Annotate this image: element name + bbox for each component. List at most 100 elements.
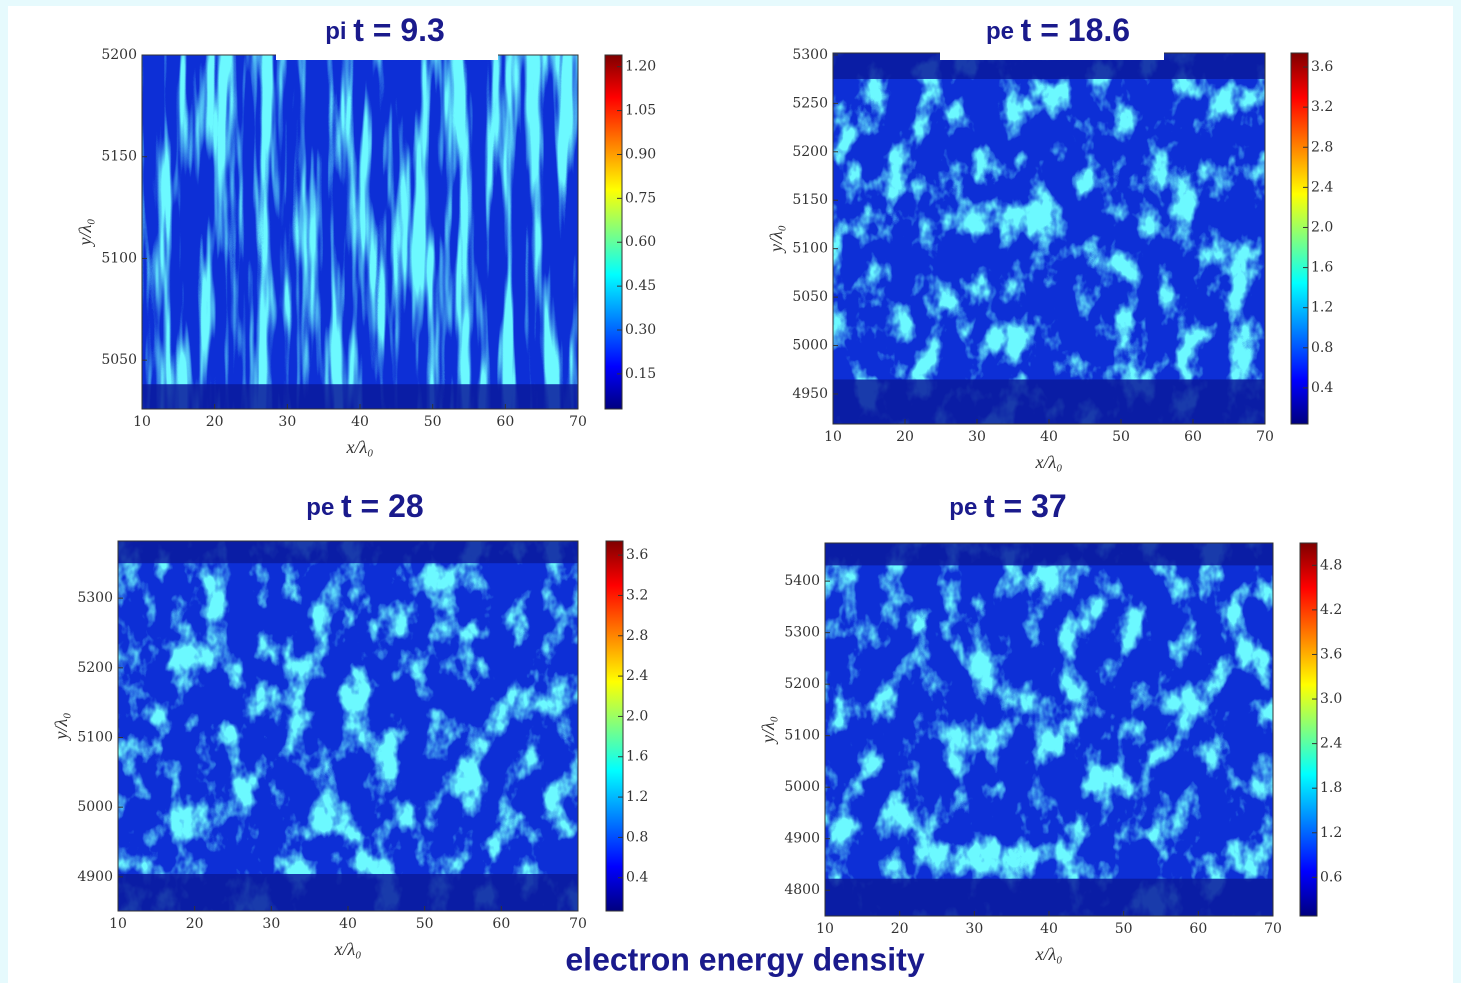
field-band bbox=[118, 541, 578, 564]
y-tick-label: 5100 bbox=[792, 241, 828, 257]
colorbar-tick-label: 0.4 bbox=[1311, 380, 1333, 396]
colorbar-tick-label: 0.4 bbox=[626, 870, 648, 886]
x-tick-label: 60 bbox=[492, 916, 510, 932]
colorbar-tick-label: 0.45 bbox=[625, 278, 656, 294]
colorbar-tick-label: 0.8 bbox=[1311, 340, 1333, 356]
colorbar-tick-label: 3.2 bbox=[626, 587, 648, 603]
x-tick-label: 40 bbox=[1040, 429, 1058, 445]
x-tick-label: 70 bbox=[1256, 429, 1274, 445]
field-texture bbox=[118, 541, 578, 911]
panel: pe t = 28 10 20 30 40 50 60 70 4900 5000 5100 5200 5… bbox=[51, 488, 648, 959]
panel: pe t = 37 10 20 30 40 50 60 70 4800 4900 5000 5100 5… bbox=[758, 488, 1342, 964]
title-space bbox=[334, 494, 341, 521]
x-tick-label: 50 bbox=[1115, 921, 1133, 937]
colorbar-tick-label: 2.8 bbox=[1311, 139, 1333, 155]
x-axis-label: x/λ₀ bbox=[333, 939, 361, 959]
y-tick-label: 5050 bbox=[101, 352, 137, 368]
colorbar bbox=[1299, 542, 1318, 917]
colorbar-tick-label: 0.75 bbox=[625, 190, 656, 206]
colorbar-tick-label: 3.6 bbox=[1320, 646, 1342, 662]
colorbar bbox=[1290, 52, 1309, 425]
panel-title: pe t = 18.6 bbox=[986, 12, 1130, 48]
colorbar-tick-label: 1.6 bbox=[1311, 260, 1333, 276]
title-box bbox=[276, 6, 498, 60]
colorbar-tick-label: 1.2 bbox=[626, 789, 648, 805]
y-axis-label: y/λ₀ bbox=[75, 218, 95, 247]
caption: electron energy density bbox=[565, 941, 924, 977]
colorbar-tick-label: 2.4 bbox=[1311, 179, 1333, 195]
x-tick-label: 70 bbox=[569, 414, 587, 430]
x-tick-label: 30 bbox=[968, 429, 986, 445]
x-tick-label: 50 bbox=[1112, 429, 1130, 445]
y-tick-label: 5150 bbox=[101, 149, 137, 165]
title-space bbox=[977, 494, 984, 521]
y-tick-label: 5200 bbox=[784, 676, 820, 692]
x-tick-label: 70 bbox=[1264, 921, 1282, 937]
colorbar-tick-label: 0.30 bbox=[625, 322, 656, 338]
x-axis-label: x/λ₀ bbox=[1034, 944, 1062, 964]
x-tick-label: 10 bbox=[109, 916, 127, 932]
panel: pi t = 9.3 10 20 30 40 50 60 70 5050 5100 5150 5200… bbox=[75, 6, 656, 457]
field-band bbox=[825, 543, 1273, 566]
field-texture bbox=[142, 55, 578, 409]
title-prefix: pe bbox=[986, 18, 1014, 45]
colorbar-tick-label: 1.8 bbox=[1320, 780, 1342, 796]
y-axis-label: y/λ₀ bbox=[51, 712, 71, 741]
y-tick-label: 5150 bbox=[792, 192, 828, 208]
x-axis-label: x/λ₀ bbox=[345, 437, 373, 457]
y-tick-label: 5000 bbox=[792, 338, 828, 354]
x-tick-label: 60 bbox=[1189, 921, 1207, 937]
title-main: t = 37 bbox=[984, 488, 1067, 524]
x-tick-label: 60 bbox=[496, 414, 514, 430]
colorbar-tick-label: 4.2 bbox=[1320, 602, 1342, 618]
colorbar-tick-label: 3.6 bbox=[1311, 59, 1333, 75]
colorbar-tick-label: 0.60 bbox=[625, 234, 656, 250]
title-main: t = 9.3 bbox=[353, 12, 445, 48]
x-tick-label: 70 bbox=[569, 916, 587, 932]
colorbar-tick-label: 2.8 bbox=[626, 628, 648, 644]
colorbar-tick-label: 1.2 bbox=[1311, 300, 1333, 316]
title-prefix: pi bbox=[325, 18, 346, 45]
y-tick-label: 4800 bbox=[784, 882, 820, 898]
y-tick-label: 5300 bbox=[77, 590, 113, 606]
panel-title: pi t = 9.3 bbox=[325, 12, 445, 48]
colorbar-tick-label: 3.2 bbox=[1311, 99, 1333, 115]
x-tick-label: 40 bbox=[339, 916, 357, 932]
y-tick-label: 4900 bbox=[784, 831, 820, 847]
y-axis-label: y/λ₀ bbox=[758, 716, 778, 745]
panel-title: pe t = 28 bbox=[306, 488, 423, 524]
colorbar-tick-label: 0.90 bbox=[625, 146, 656, 162]
colorbar-tick-label: 1.20 bbox=[625, 59, 656, 75]
y-tick-label: 4950 bbox=[792, 386, 828, 402]
field-texture bbox=[833, 53, 1265, 424]
x-tick-label: 10 bbox=[816, 921, 834, 937]
title-prefix: pe bbox=[306, 494, 334, 521]
y-tick-label: 5250 bbox=[792, 95, 828, 111]
title-space bbox=[1014, 18, 1021, 45]
y-tick-label: 5400 bbox=[784, 573, 820, 589]
x-tick-label: 10 bbox=[133, 414, 151, 430]
x-tick-label: 20 bbox=[891, 921, 909, 937]
field-texture bbox=[825, 543, 1273, 916]
y-tick-label: 5100 bbox=[101, 250, 137, 266]
y-tick-label: 5100 bbox=[784, 728, 820, 744]
x-tick-label: 60 bbox=[1184, 429, 1202, 445]
x-tick-label: 50 bbox=[416, 916, 434, 932]
colorbar-tick-label: 1.05 bbox=[625, 103, 656, 119]
x-tick-label: 30 bbox=[965, 921, 983, 937]
title-box bbox=[940, 6, 1164, 60]
x-tick-label: 40 bbox=[1040, 921, 1058, 937]
colorbar-tick-label: 2.0 bbox=[1311, 219, 1333, 235]
title-main: t = 28 bbox=[341, 488, 424, 524]
x-tick-label: 20 bbox=[186, 916, 204, 932]
y-tick-label: 5000 bbox=[77, 799, 113, 815]
colorbar-tick-label: 1.6 bbox=[626, 749, 648, 765]
colorbar-tick-label: 1.2 bbox=[1320, 825, 1342, 841]
colorbar bbox=[605, 540, 624, 912]
x-tick-label: 20 bbox=[206, 414, 224, 430]
y-tick-label: 5200 bbox=[792, 144, 828, 160]
title-main: t = 18.6 bbox=[1021, 12, 1130, 48]
colorbar-tick-label: 2.4 bbox=[626, 668, 648, 684]
colorbar-tick-label: 0.8 bbox=[626, 829, 648, 845]
